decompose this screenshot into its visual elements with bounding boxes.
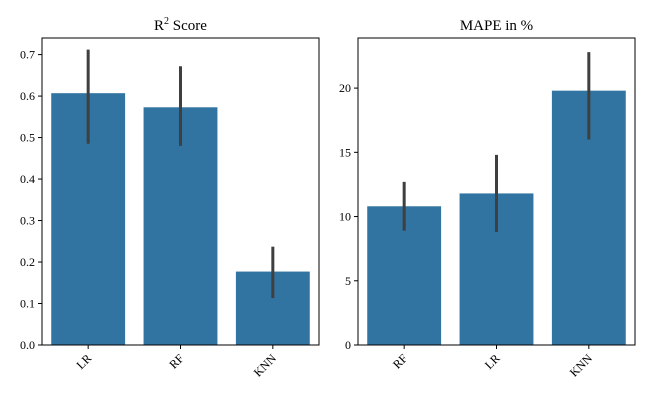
r2-score-panel: 0.0 0.1 0.2 0.3 0.4 0.5 0.6 0.7 LR RF KNN R2 Score bbox=[20, 16, 320, 380]
y-tick-label: 0.1 bbox=[20, 297, 35, 311]
chart-title-suffix: Score bbox=[169, 18, 207, 34]
chart-title: R2 Score bbox=[154, 16, 207, 34]
x-tick-label: LR bbox=[482, 351, 503, 372]
y-tick-label: 0.7 bbox=[20, 48, 35, 62]
y-tick-label: 0.0 bbox=[20, 338, 35, 352]
y-tick-label: 0.2 bbox=[20, 255, 35, 269]
y-tick-label: 0 bbox=[345, 338, 351, 352]
y-tick-label: 20 bbox=[339, 81, 351, 95]
y-tick-label: 0.3 bbox=[20, 214, 35, 228]
x-tick-label: RF bbox=[166, 351, 187, 372]
chart-title-main: MAPE in % bbox=[460, 18, 533, 34]
bar-rf bbox=[143, 107, 218, 345]
y-tick-label: 5 bbox=[345, 274, 351, 288]
chart-title-superscript: 2 bbox=[164, 16, 169, 27]
x-tick-label: RF bbox=[390, 351, 411, 372]
x-tick-label: LR bbox=[74, 351, 95, 372]
y-tick-label: 0.4 bbox=[20, 172, 35, 186]
mape-panel: 0 5 10 15 20 RF LR KNN MAPE in % bbox=[339, 18, 636, 380]
y-tick-label: 0.6 bbox=[20, 89, 35, 103]
chart-title-main: R bbox=[154, 18, 164, 34]
y-tick-label: 0.5 bbox=[20, 131, 35, 145]
y-tick-label: 15 bbox=[339, 145, 351, 159]
x-tick-label: KNN bbox=[567, 351, 596, 380]
x-tick-label: KNN bbox=[251, 351, 280, 380]
chart-title: MAPE in % bbox=[460, 18, 533, 34]
y-tick-label: 10 bbox=[339, 210, 351, 224]
